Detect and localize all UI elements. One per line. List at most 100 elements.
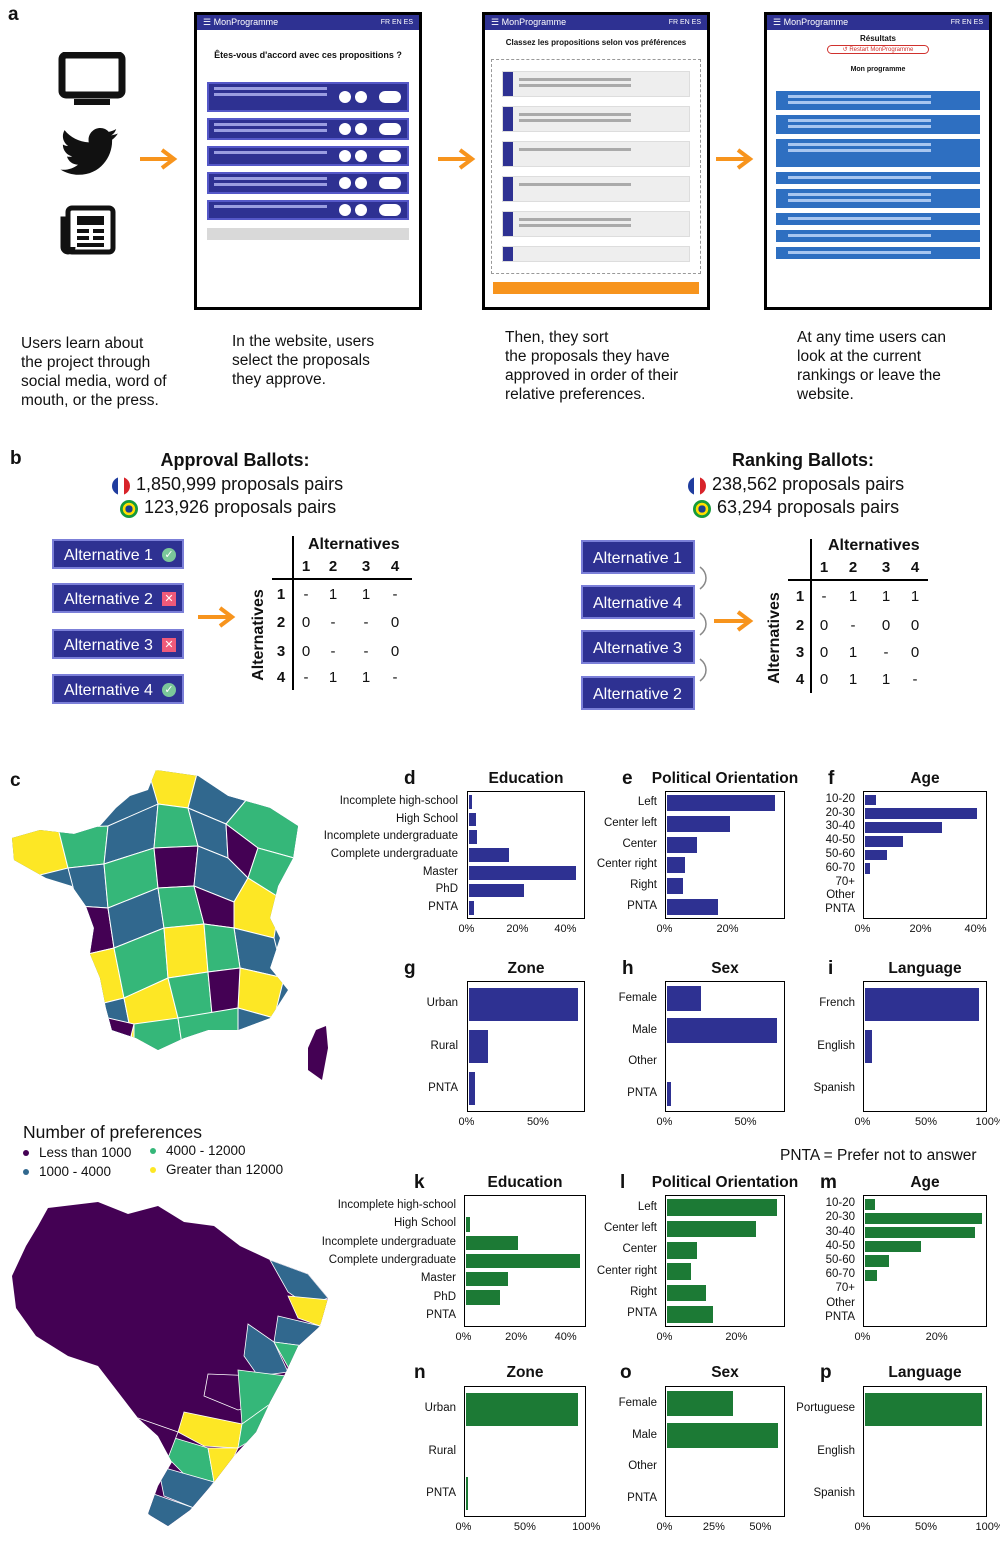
matrix-row-header: 1 (276, 586, 286, 603)
category-label: PNTA (426, 1308, 456, 1321)
category-label: Incomplete undergraduate (321, 1235, 456, 1248)
bar (465, 1290, 501, 1305)
language-switch[interactable]: FR EN ES (380, 19, 413, 26)
bar (864, 835, 903, 847)
approve-icon[interactable] (339, 177, 351, 189)
category-label: Incomplete undergraduate (323, 830, 458, 843)
proposal-item[interactable] (207, 118, 409, 140)
blank-button[interactable] (379, 177, 401, 189)
category-label: High School (395, 812, 458, 825)
reject-icon[interactable] (355, 177, 367, 189)
ranked-proposal[interactable] (502, 71, 690, 97)
proposal-item[interactable] (207, 200, 409, 220)
tick-label: 20% (716, 923, 739, 935)
tick-label: 20% (725, 1331, 748, 1343)
category-label: Right (630, 1286, 657, 1298)
matrix-cell: 0 (390, 614, 400, 631)
newspaper-icon (60, 205, 116, 255)
approve-icon[interactable] (339, 204, 351, 216)
chart-axes (467, 981, 585, 1112)
bar (468, 883, 524, 898)
brazil-flag-icon (693, 500, 711, 518)
bar (864, 1212, 982, 1224)
matrix-col-header: 3 (881, 559, 891, 576)
app-title: ☰ MonProgramme (773, 17, 849, 27)
matrix-cell: - (330, 614, 336, 631)
proposal-item[interactable] (207, 172, 409, 194)
bar (864, 1241, 922, 1253)
approval-brazil-count: 123,926 proposals pairs (120, 497, 336, 518)
matrix-cell: - (883, 644, 889, 661)
alternative-label: Alternative 3 (64, 637, 153, 654)
alternative-label: Alternative 1 (64, 547, 153, 564)
submit-button[interactable] (493, 282, 699, 294)
category-label: English (817, 1444, 855, 1457)
bar (666, 815, 730, 833)
category-label: Spanish (813, 1486, 855, 1499)
proposal-item[interactable] (207, 82, 409, 112)
ranked-proposal[interactable] (502, 141, 690, 167)
category-label: Other (628, 1460, 657, 1473)
blank-button[interactable] (379, 204, 401, 216)
approve-icon[interactable] (339, 123, 351, 135)
category-label: 60-70 (825, 861, 855, 874)
chart-axes (464, 1195, 586, 1327)
arrow-icon (198, 606, 236, 628)
category-label: PNTA (627, 899, 657, 912)
category-label: 40-50 (825, 1239, 855, 1252)
restart-button[interactable]: ↺ Restart MonProgramme (827, 45, 929, 54)
matrix-cell: 1 (361, 669, 371, 686)
caption-step-1: Users learn about the project through so… (21, 335, 167, 409)
ranked-proposal[interactable] (502, 176, 690, 202)
category-label: 10-20 (825, 792, 855, 805)
alternative-label: Alternative 1 (593, 550, 682, 567)
category-label: PNTA (825, 903, 855, 916)
matrix-row-label: Alternatives (250, 589, 267, 681)
blank-button[interactable] (379, 123, 401, 135)
tick-label: 100% (975, 1521, 1000, 1533)
ranked-proposal[interactable] (502, 211, 690, 237)
bar (666, 1081, 672, 1107)
approval-alternative-2: Alternative 2 ✕ (52, 583, 184, 613)
category-label: Rural (428, 1444, 456, 1457)
submit-button[interactable] (207, 228, 409, 240)
tick-label: 0% (854, 923, 871, 935)
blank-button[interactable] (379, 91, 401, 103)
approve-icon[interactable] (339, 91, 351, 103)
bar (465, 1253, 580, 1269)
matrix-cell: - (303, 669, 309, 686)
panel-letter-h: h (622, 958, 634, 979)
brazil-flag-icon (120, 500, 138, 518)
ranked-proposal[interactable] (502, 246, 690, 262)
reject-icon[interactable] (355, 204, 367, 216)
chart-title: Language (888, 1364, 962, 1381)
chart-title: Education (487, 1174, 563, 1191)
language-switch[interactable]: FR EN ES (668, 19, 701, 26)
proposal-item[interactable] (207, 146, 409, 166)
cross-icon: ✕ (162, 638, 176, 652)
bar (666, 877, 683, 895)
bar (468, 1029, 488, 1063)
bar (468, 1072, 476, 1106)
bar (468, 865, 577, 880)
blank-button[interactable] (379, 150, 401, 162)
matrix-col-header: 4 (910, 559, 920, 576)
cross-icon: ✕ (162, 592, 176, 606)
bar (864, 987, 980, 1021)
language-switch[interactable]: FR EN ES (950, 19, 983, 26)
category-label: French (819, 997, 855, 1010)
matrix-cell: 0 (819, 644, 829, 661)
results-title: Résultats (859, 34, 896, 43)
panel-letter-e: e (622, 768, 633, 789)
alternative-label: Alternative 4 (64, 682, 153, 699)
reject-icon[interactable] (355, 91, 367, 103)
ranked-proposal[interactable] (502, 106, 690, 132)
reject-icon[interactable] (355, 150, 367, 162)
chart-title: Language (888, 960, 962, 977)
bar (468, 794, 473, 809)
category-label: 70+ (835, 875, 855, 888)
reject-icon[interactable] (355, 123, 367, 135)
approve-icon[interactable] (339, 150, 351, 162)
tick-label: 0% (854, 1116, 871, 1128)
monitor-icon (58, 52, 126, 105)
